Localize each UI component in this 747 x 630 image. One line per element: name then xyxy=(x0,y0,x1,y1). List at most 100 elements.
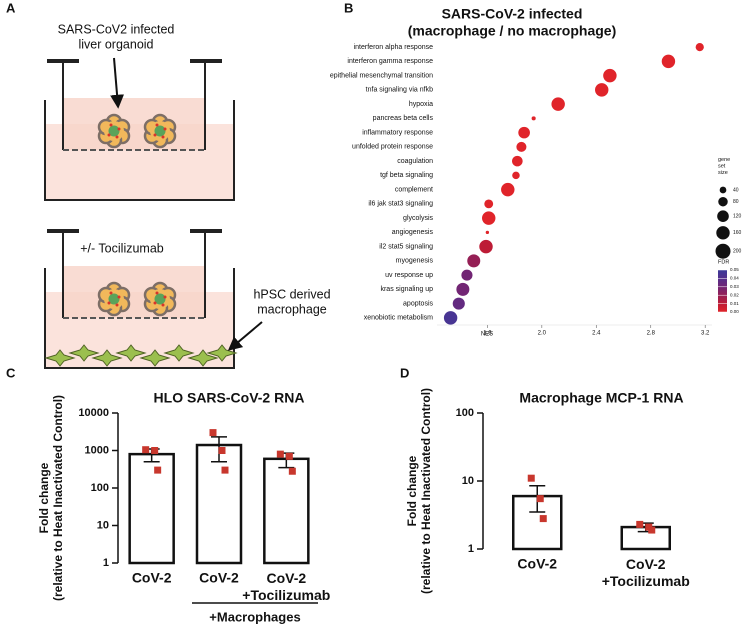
x-tick-label: CoV-2 xyxy=(132,570,172,586)
diagram-label: hPSC derived macrophage xyxy=(253,288,330,317)
category-label: tgf beta signaling xyxy=(380,172,433,179)
y-tick-label: 1000 xyxy=(85,444,109,456)
dot xyxy=(531,116,536,121)
legend-dot xyxy=(717,210,729,223)
bar xyxy=(195,443,243,565)
dot xyxy=(485,230,490,235)
data-point xyxy=(142,446,150,454)
dot xyxy=(482,211,496,225)
category-label: myogenesis xyxy=(396,258,434,265)
chart-title: Macrophage MCP-1 RNA xyxy=(519,390,683,406)
legend-label: 80 xyxy=(733,199,739,205)
category-label: pancreas beta cells xyxy=(373,115,434,122)
category-label: kras signaling up xyxy=(380,286,433,293)
category-label: epithelial mesenchymal transition xyxy=(330,72,433,79)
bar xyxy=(128,452,175,565)
dot xyxy=(501,182,515,197)
y-tick-label: 100 xyxy=(456,407,474,419)
y-tick-label: 1 xyxy=(468,543,474,555)
color-tick-label: 0.01 xyxy=(730,301,739,306)
category-label: hypoxia xyxy=(409,101,433,108)
data-point xyxy=(276,450,284,458)
panel-label: D xyxy=(400,365,409,380)
dot xyxy=(518,126,530,139)
legend-label: 120 xyxy=(733,214,742,220)
category-label: interferon alpha response xyxy=(354,44,433,51)
dot xyxy=(512,155,523,167)
data-point xyxy=(154,466,162,474)
y-tick-label: 10000 xyxy=(78,407,109,419)
data-point xyxy=(539,515,547,523)
panel-label: B xyxy=(344,0,353,15)
x-tick-label: CoV-2 xyxy=(199,570,239,586)
dot xyxy=(467,254,481,268)
dot xyxy=(443,311,458,325)
legend-dot xyxy=(718,196,728,207)
dot xyxy=(484,199,494,209)
diagram-label: +/- Tocilizumab xyxy=(80,241,164,255)
category-label: il2 stat5 signaling xyxy=(379,243,433,250)
color-tick-label: 0.02 xyxy=(730,292,739,297)
data-point xyxy=(636,520,644,528)
color-bar xyxy=(718,270,727,312)
dot xyxy=(661,54,676,69)
data-point xyxy=(527,474,535,482)
diagram: SARS-CoV2 infected liver organoid +/- Toc… xyxy=(44,23,331,369)
legend-title: gene set size xyxy=(718,157,730,176)
panel-label: C xyxy=(6,365,16,380)
data-point xyxy=(648,526,656,534)
x-tick-label: CoV-2 +Tocilizumab xyxy=(602,556,690,589)
dot xyxy=(603,68,617,83)
dot xyxy=(695,43,704,52)
dot xyxy=(452,297,465,310)
category-label: angiogenesis xyxy=(392,229,434,236)
annotation: +Macrophages xyxy=(209,609,300,624)
chart-title: HLO SARS-CoV-2 RNA xyxy=(154,390,305,406)
y-tick-label: 10 xyxy=(97,519,109,531)
panel-label: A xyxy=(6,0,16,15)
x-tick-label: 2.4 xyxy=(592,331,601,337)
data-point xyxy=(285,452,293,460)
legend-dot xyxy=(719,186,727,194)
legend-dot xyxy=(716,226,730,240)
category-label: il6 jak stat3 signaling xyxy=(368,201,433,208)
legend-dot xyxy=(715,243,731,259)
data-point xyxy=(536,495,544,503)
legend-title: FDR xyxy=(718,259,729,265)
data-point xyxy=(288,467,296,475)
category-label: complement xyxy=(395,186,433,193)
category-label: uv response up xyxy=(385,272,433,279)
data-point xyxy=(151,447,159,454)
category-label: xenobiotic metabolism xyxy=(364,315,433,322)
bar xyxy=(263,457,310,565)
category-label: coagulation xyxy=(397,158,433,165)
category-label: interferon gamma response xyxy=(347,58,433,65)
legend-label: 200 xyxy=(733,249,742,255)
x-tick-label: 2.0 xyxy=(538,331,547,337)
dot xyxy=(551,97,565,111)
dot xyxy=(512,171,520,180)
x-tick-label: 2.8 xyxy=(647,331,656,337)
category-label: tnfa signaling via nfkb xyxy=(366,87,433,94)
y-tick-label: 100 xyxy=(91,482,109,494)
color-tick-label: 0.05 xyxy=(730,267,739,272)
x-tick-label: CoV-2 +Tocilizumab xyxy=(242,570,330,603)
category-label: inflammatory response xyxy=(362,129,433,136)
category-label: glycolysis xyxy=(403,215,433,222)
data-point xyxy=(209,429,217,437)
color-tick-label: 0.04 xyxy=(730,276,739,281)
x-tick-label: 1.6 xyxy=(483,331,492,337)
dot xyxy=(516,141,527,152)
legend-label: 160 xyxy=(733,230,742,236)
diagram-label: SARS-CoV2 infected liver organoid xyxy=(58,23,175,52)
category-label: apoptosis xyxy=(403,300,433,307)
y-axis-label: Fold change(relative to Heat Inactivated… xyxy=(37,395,65,601)
dot xyxy=(456,282,470,296)
y-tick-label: 1 xyxy=(103,557,109,569)
chart-title: SARS-CoV-2 infected (macrophage / no macr… xyxy=(408,5,616,38)
x-tick-label: CoV-2 xyxy=(517,556,557,572)
y-tick-label: 10 xyxy=(462,475,474,487)
legend-label: 40 xyxy=(733,187,739,193)
color-tick-label: 0.00 xyxy=(730,309,739,314)
